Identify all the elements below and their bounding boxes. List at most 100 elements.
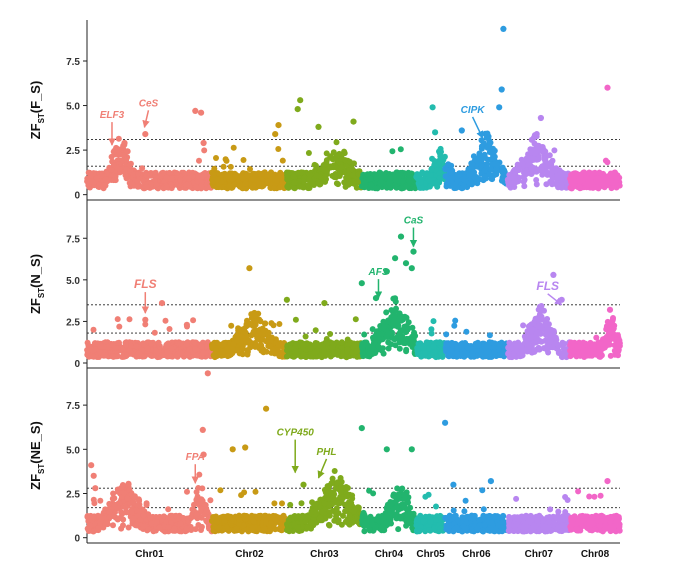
snp-point	[389, 148, 396, 155]
gene-arrow	[471, 116, 484, 139]
snp-outlier-point	[294, 106, 301, 113]
snp-point	[511, 340, 518, 347]
snp-point	[463, 328, 470, 335]
snp-point	[148, 520, 155, 527]
snp-point	[119, 482, 126, 488]
snp-point	[312, 327, 319, 334]
snp-point	[137, 516, 144, 523]
snp-point	[276, 184, 283, 191]
snp-point	[466, 344, 473, 351]
snp-point	[453, 174, 460, 181]
snp-point	[335, 181, 341, 188]
snp-point	[611, 331, 618, 338]
snp-point	[171, 525, 178, 532]
snp-point	[292, 316, 299, 323]
snp-point	[470, 153, 477, 160]
snp-point	[505, 350, 512, 357]
snp-outlier-point	[142, 131, 149, 138]
snp-point	[235, 521, 242, 528]
snp-point	[116, 323, 123, 330]
snp-point	[349, 166, 356, 173]
snp-point	[406, 178, 413, 185]
snp-point	[123, 509, 130, 516]
snp-point	[188, 527, 195, 533]
snp-point	[323, 157, 330, 164]
snp-point	[367, 175, 374, 182]
snp-point	[364, 171, 371, 178]
snp-point	[538, 146, 545, 153]
snp-point	[488, 147, 495, 153]
snp-point	[428, 166, 435, 173]
snp-point	[546, 333, 553, 340]
snp-point	[524, 340, 531, 347]
snp-point	[153, 519, 160, 525]
snp-point	[143, 502, 150, 508]
snp-point	[284, 176, 291, 183]
snp-point	[494, 161, 501, 168]
snp-point	[243, 172, 250, 179]
snp-point	[616, 340, 623, 347]
snp-point	[414, 345, 421, 352]
snp-point	[126, 316, 133, 323]
snp-point	[481, 173, 488, 180]
snp-point	[279, 500, 285, 507]
snp-point	[444, 341, 451, 348]
snp-point	[612, 351, 618, 358]
snp-point	[134, 183, 141, 190]
snp-point	[398, 185, 405, 192]
snp-point	[383, 309, 390, 316]
snp-point	[177, 520, 184, 527]
snp-point	[271, 184, 278, 191]
snp-point	[530, 320, 537, 327]
snp-point	[505, 179, 512, 186]
snp-point	[528, 165, 535, 172]
snp-point	[451, 322, 458, 329]
snp-point	[557, 168, 564, 175]
snp-point	[168, 175, 175, 182]
snp-point	[418, 353, 425, 360]
snp-point	[123, 156, 130, 163]
snp-point	[200, 349, 207, 356]
snp-outlier-point	[350, 118, 357, 125]
snp-outlier-point	[297, 97, 304, 104]
snp-point	[163, 174, 170, 181]
snp-point	[239, 351, 246, 358]
snp-point	[380, 325, 387, 331]
snp-point	[426, 177, 433, 184]
snp-point	[491, 172, 497, 179]
snp-point	[300, 351, 307, 358]
snp-point	[120, 490, 127, 496]
snp-point	[411, 329, 418, 336]
snp-outlier-point	[198, 109, 205, 116]
snp-point	[163, 184, 170, 191]
snp-point	[395, 332, 401, 339]
snp-outlier-point	[200, 139, 207, 147]
snp-point	[466, 171, 473, 178]
snp-point	[300, 342, 307, 349]
snp-point	[147, 352, 154, 359]
snp-point	[242, 329, 249, 336]
snp-point	[117, 514, 124, 521]
snp-point	[165, 524, 172, 531]
snp-point	[195, 173, 201, 180]
snp-point	[162, 317, 169, 324]
snp-point	[436, 150, 443, 157]
snp-point	[423, 339, 430, 346]
y-tick-label: 7.5	[66, 401, 80, 412]
snp-point	[544, 343, 551, 350]
snp-point	[538, 306, 545, 313]
snp-point	[380, 318, 387, 325]
gene-label: FLS	[134, 277, 157, 291]
snp-points	[84, 25, 623, 192]
snp-point	[232, 172, 239, 179]
snp-point	[530, 134, 537, 141]
snp-point	[485, 348, 492, 355]
snp-point	[224, 353, 231, 360]
snp-point	[381, 173, 388, 180]
snp-point	[245, 338, 252, 344]
snp-point	[145, 526, 152, 533]
snp-point	[271, 500, 278, 507]
snp-point	[270, 322, 277, 329]
snp-outlier-point	[275, 122, 282, 129]
snp-point	[224, 173, 231, 180]
